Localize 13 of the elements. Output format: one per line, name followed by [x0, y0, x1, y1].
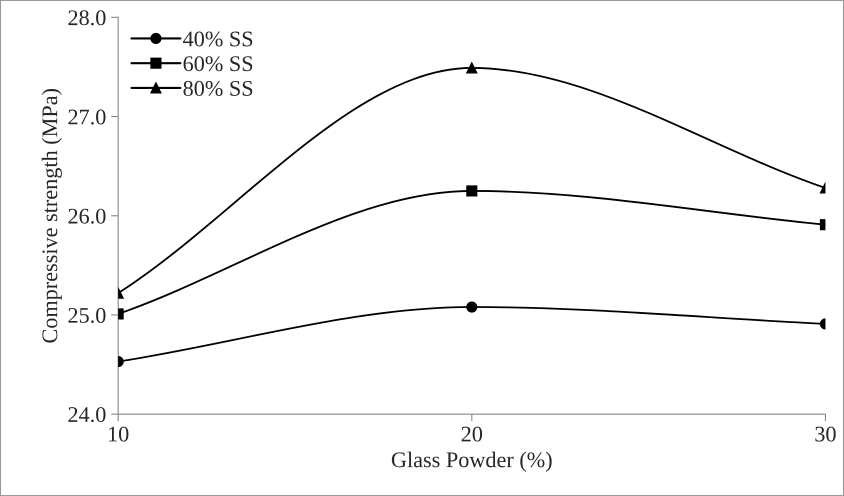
x-axis-title: Glass Powder (%) — [392, 452, 552, 472]
legend-label: 40% SS — [183, 31, 252, 47]
y-tick-label: 28.0 — [68, 10, 106, 26]
y-tick-label: 25.0 — [68, 308, 106, 323]
y-axis-title: Compressive strength (MPa) — [42, 88, 62, 343]
y-tick-label: 26.0 — [68, 208, 106, 224]
y-tick-label: 27.0 — [68, 109, 106, 125]
legend-label: 60% SS — [184, 56, 252, 72]
x-tick-label: 30 — [815, 426, 836, 442]
x-tick-label: 20 — [462, 426, 482, 442]
x-tick-label: 10 — [109, 426, 128, 442]
y-tick-label: 24.0 — [68, 407, 106, 422]
legend-label: 80% SS — [183, 80, 252, 96]
